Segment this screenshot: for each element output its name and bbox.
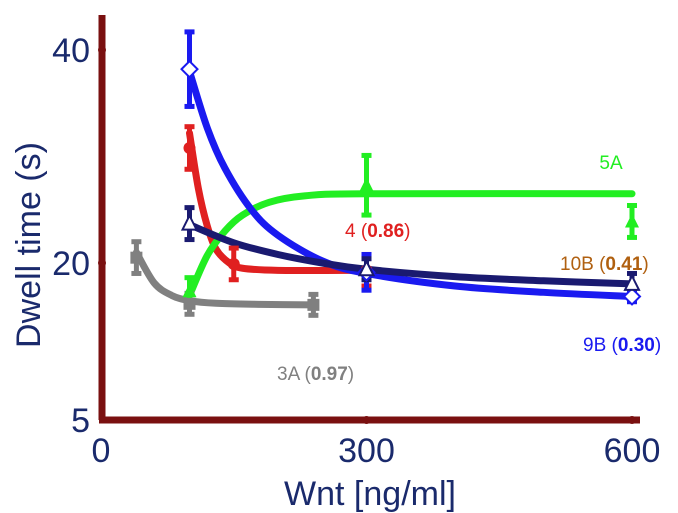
data-point-9b	[622, 287, 642, 306]
x-tick-label: 600	[604, 432, 661, 470]
fit-curve-5a	[186, 190, 636, 299]
axis-ticks	[98, 46, 636, 424]
fit-curve-9b	[186, 67, 636, 300]
data-point-9b	[180, 59, 199, 79]
series-label-10b: 10B (0.41)	[560, 254, 649, 275]
series-label-9b: 9B (0.30)	[583, 335, 661, 356]
series-label-4: 4 (0.86)	[345, 221, 411, 242]
data-point-5a	[182, 283, 197, 298]
x-tick-mark	[628, 416, 636, 424]
y-tick-label: 20	[52, 245, 90, 283]
x-tick-label: 300	[338, 432, 395, 470]
y-tick-label: 40	[52, 32, 90, 70]
data-point-5a	[359, 177, 374, 192]
data-point-10b	[357, 259, 376, 277]
fit-curves	[132, 67, 636, 309]
data-point-5a	[625, 213, 639, 228]
x-axis-label: Wnt [ng/ml]	[284, 475, 456, 513]
data-point-4	[183, 141, 196, 154]
data-markers	[130, 59, 642, 311]
data-point-10b	[623, 273, 641, 291]
y-axis-label: Dwell time (s)	[10, 142, 48, 348]
x-tick-mark	[362, 416, 371, 424]
x-tick-label: 0	[92, 432, 111, 470]
series-label-3a: 3A (0.97)	[277, 364, 354, 385]
fit-curve-4	[186, 129, 370, 274]
data-point-4	[227, 258, 240, 271]
y-tick-label: 5	[71, 402, 90, 440]
data-point-3a	[130, 251, 143, 264]
series-label-5a: 5A	[599, 153, 623, 174]
tick-labels: 0 300 600 5 20 40	[52, 32, 660, 470]
y-tick-mark	[98, 259, 106, 267]
data-point-3a	[307, 298, 320, 311]
data-point-10b	[180, 213, 199, 231]
y-tick-mark	[98, 46, 106, 54]
data-point-3a	[183, 297, 196, 310]
fit-curve-10b	[186, 221, 636, 288]
